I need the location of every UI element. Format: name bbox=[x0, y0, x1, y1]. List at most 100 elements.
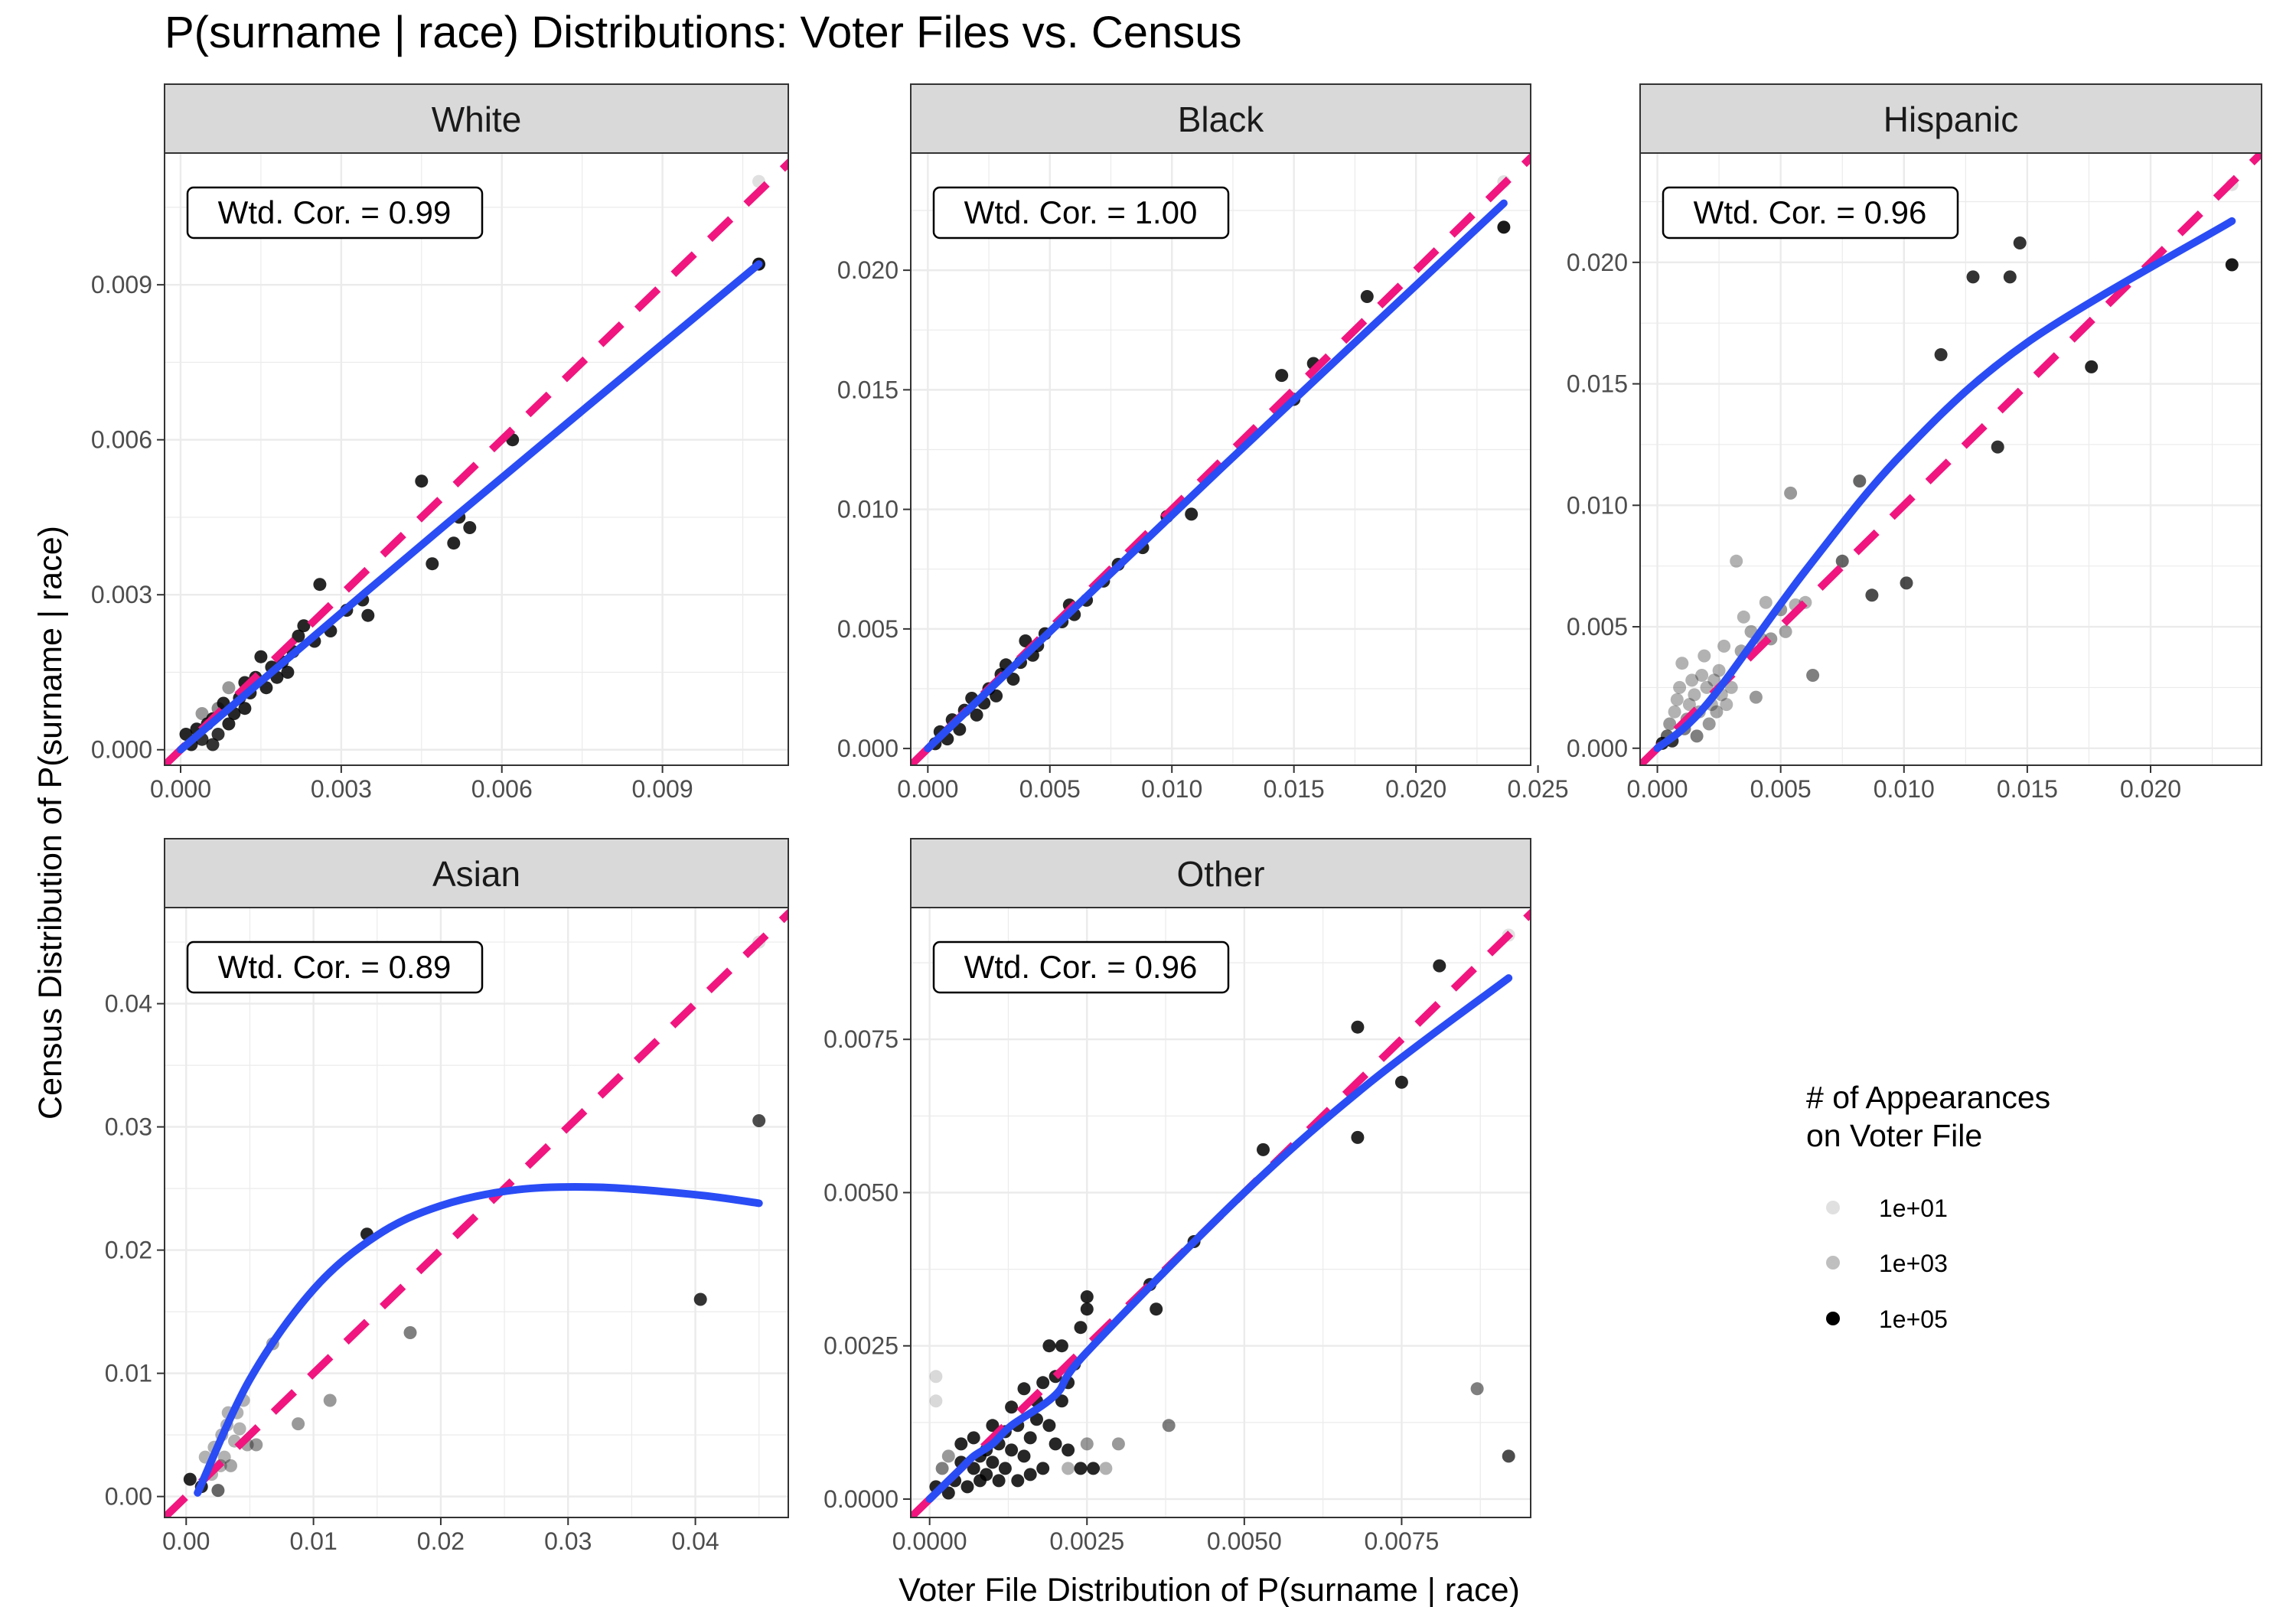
y-tick-label: 0.006 bbox=[91, 426, 152, 454]
data-point bbox=[1042, 1419, 1056, 1433]
y-tick-label: 0.009 bbox=[91, 271, 152, 298]
data-point bbox=[249, 1438, 263, 1452]
data-point bbox=[1497, 220, 1511, 234]
data-point bbox=[1702, 717, 1716, 731]
data-point bbox=[1030, 1413, 1043, 1426]
legend-label-1e5: 1e+05 bbox=[1879, 1305, 1948, 1333]
facet-label: Hispanic bbox=[1883, 99, 2018, 139]
x-tick-label: 0.00 bbox=[162, 1527, 210, 1555]
data-point bbox=[1080, 1437, 1094, 1451]
y-tick-label: 0.0050 bbox=[823, 1178, 899, 1206]
data-point bbox=[1162, 1419, 1176, 1433]
data-point bbox=[211, 1484, 225, 1498]
data-point bbox=[1394, 1075, 1408, 1089]
smooth-line bbox=[925, 974, 1513, 1503]
data-point bbox=[986, 1455, 1000, 1469]
identity-line bbox=[165, 158, 788, 765]
x-tick-label: 0.005 bbox=[1750, 775, 1812, 803]
data-point bbox=[1019, 634, 1032, 647]
data-point bbox=[941, 1486, 955, 1500]
y-tick-label: 0.0025 bbox=[823, 1332, 899, 1360]
x-tick-label: 0.0075 bbox=[1364, 1527, 1439, 1555]
data-point bbox=[960, 1480, 974, 1494]
panels: White 0.000 0.003 0.006 0.009 0.000 0.003 0.006… bbox=[91, 83, 2262, 1555]
x-tick-label: 0.010 bbox=[1141, 775, 1202, 803]
y-tick-label: 0.010 bbox=[1567, 491, 1628, 519]
data-point bbox=[211, 728, 225, 741]
x-tick-label: 0.006 bbox=[471, 775, 533, 803]
panel-white: White 0.000 0.003 0.006 0.009 0.000 0.003 0.006… bbox=[91, 83, 789, 803]
data-point bbox=[1865, 588, 1879, 602]
y-tick-label: 0.020 bbox=[1567, 249, 1628, 276]
x-tick-label: 0.0050 bbox=[1207, 1527, 1282, 1555]
facet-strip bbox=[164, 83, 789, 154]
x-tick-label: 0.025 bbox=[1508, 775, 1569, 803]
data-point bbox=[447, 536, 461, 550]
data-point bbox=[1275, 369, 1289, 383]
data-point bbox=[967, 1431, 980, 1445]
data-point bbox=[1779, 624, 1792, 638]
y-tick-label: 0.015 bbox=[837, 376, 899, 403]
panel-other: Other 0.0000 0.0025 0.0050 0.0075 0.0000 0.002… bbox=[823, 838, 1531, 1555]
data-point bbox=[217, 1450, 231, 1464]
data-point bbox=[281, 666, 295, 679]
data-point bbox=[1036, 1462, 1050, 1475]
data-point bbox=[254, 650, 268, 663]
data-point bbox=[1673, 680, 1687, 694]
legend-key-1e1 bbox=[1826, 1201, 1840, 1214]
data-point bbox=[1502, 1449, 1515, 1463]
data-point bbox=[752, 1114, 766, 1127]
data-point bbox=[1099, 1462, 1113, 1475]
data-point bbox=[967, 1462, 980, 1475]
data-point bbox=[1023, 1468, 1037, 1482]
y-tick-label: 0.0075 bbox=[823, 1025, 899, 1053]
data-point bbox=[1991, 440, 2004, 454]
data-point bbox=[1080, 1290, 1094, 1304]
data-point bbox=[297, 619, 311, 633]
annotation-text: Wtd. Cor. = 0.89 bbox=[218, 949, 452, 985]
data-point bbox=[2225, 258, 2239, 272]
y-tick-label: 0.003 bbox=[91, 581, 152, 608]
data-point bbox=[1036, 1376, 1050, 1390]
y-tick-label: 0.02 bbox=[105, 1237, 152, 1264]
x-tick-label: 0.009 bbox=[632, 775, 693, 803]
smooth-line bbox=[194, 1182, 763, 1497]
data-point bbox=[1074, 1321, 1088, 1335]
panel-border bbox=[164, 152, 789, 766]
x-tick-label: 0.0025 bbox=[1049, 1527, 1124, 1555]
data-point bbox=[1023, 1431, 1037, 1445]
figure-title: P(surname | race) Distributions: Voter F… bbox=[165, 8, 1242, 57]
data-point bbox=[1724, 680, 1738, 694]
data-point bbox=[990, 689, 1003, 702]
smooth-line bbox=[1653, 217, 2236, 752]
data-point bbox=[1853, 474, 1867, 488]
data-point bbox=[195, 707, 209, 720]
identity-line bbox=[1640, 153, 2262, 765]
annotation-box bbox=[186, 940, 484, 994]
facet-strip bbox=[164, 838, 789, 908]
annotation-box bbox=[1662, 186, 1959, 240]
x-tick-label: 0.005 bbox=[1019, 775, 1081, 803]
data-point bbox=[992, 1474, 1006, 1488]
data-point bbox=[1017, 1449, 1031, 1463]
data-layer bbox=[165, 908, 788, 1517]
x-tick-label: 0.015 bbox=[1264, 775, 1325, 803]
data-point bbox=[1005, 1400, 1019, 1414]
legend-key-1e5 bbox=[1826, 1312, 1840, 1325]
data-point bbox=[1351, 1130, 1365, 1144]
data-point bbox=[1150, 1302, 1163, 1316]
data-point bbox=[1707, 673, 1721, 687]
data-point bbox=[183, 1472, 197, 1486]
legend-key-1e3 bbox=[1826, 1256, 1840, 1270]
y-tick-label: 0.005 bbox=[837, 615, 899, 643]
legend-label-1e1: 1e+01 bbox=[1879, 1195, 1948, 1222]
data-point bbox=[2003, 270, 2017, 284]
data-point bbox=[1185, 507, 1199, 521]
data-point bbox=[1966, 270, 1980, 284]
data-point bbox=[1006, 673, 1020, 686]
data-point bbox=[313, 578, 327, 592]
data-point bbox=[1470, 1382, 1484, 1396]
x-tick-label: 0.000 bbox=[1627, 775, 1688, 803]
x-tick-label: 0.020 bbox=[1385, 775, 1446, 803]
